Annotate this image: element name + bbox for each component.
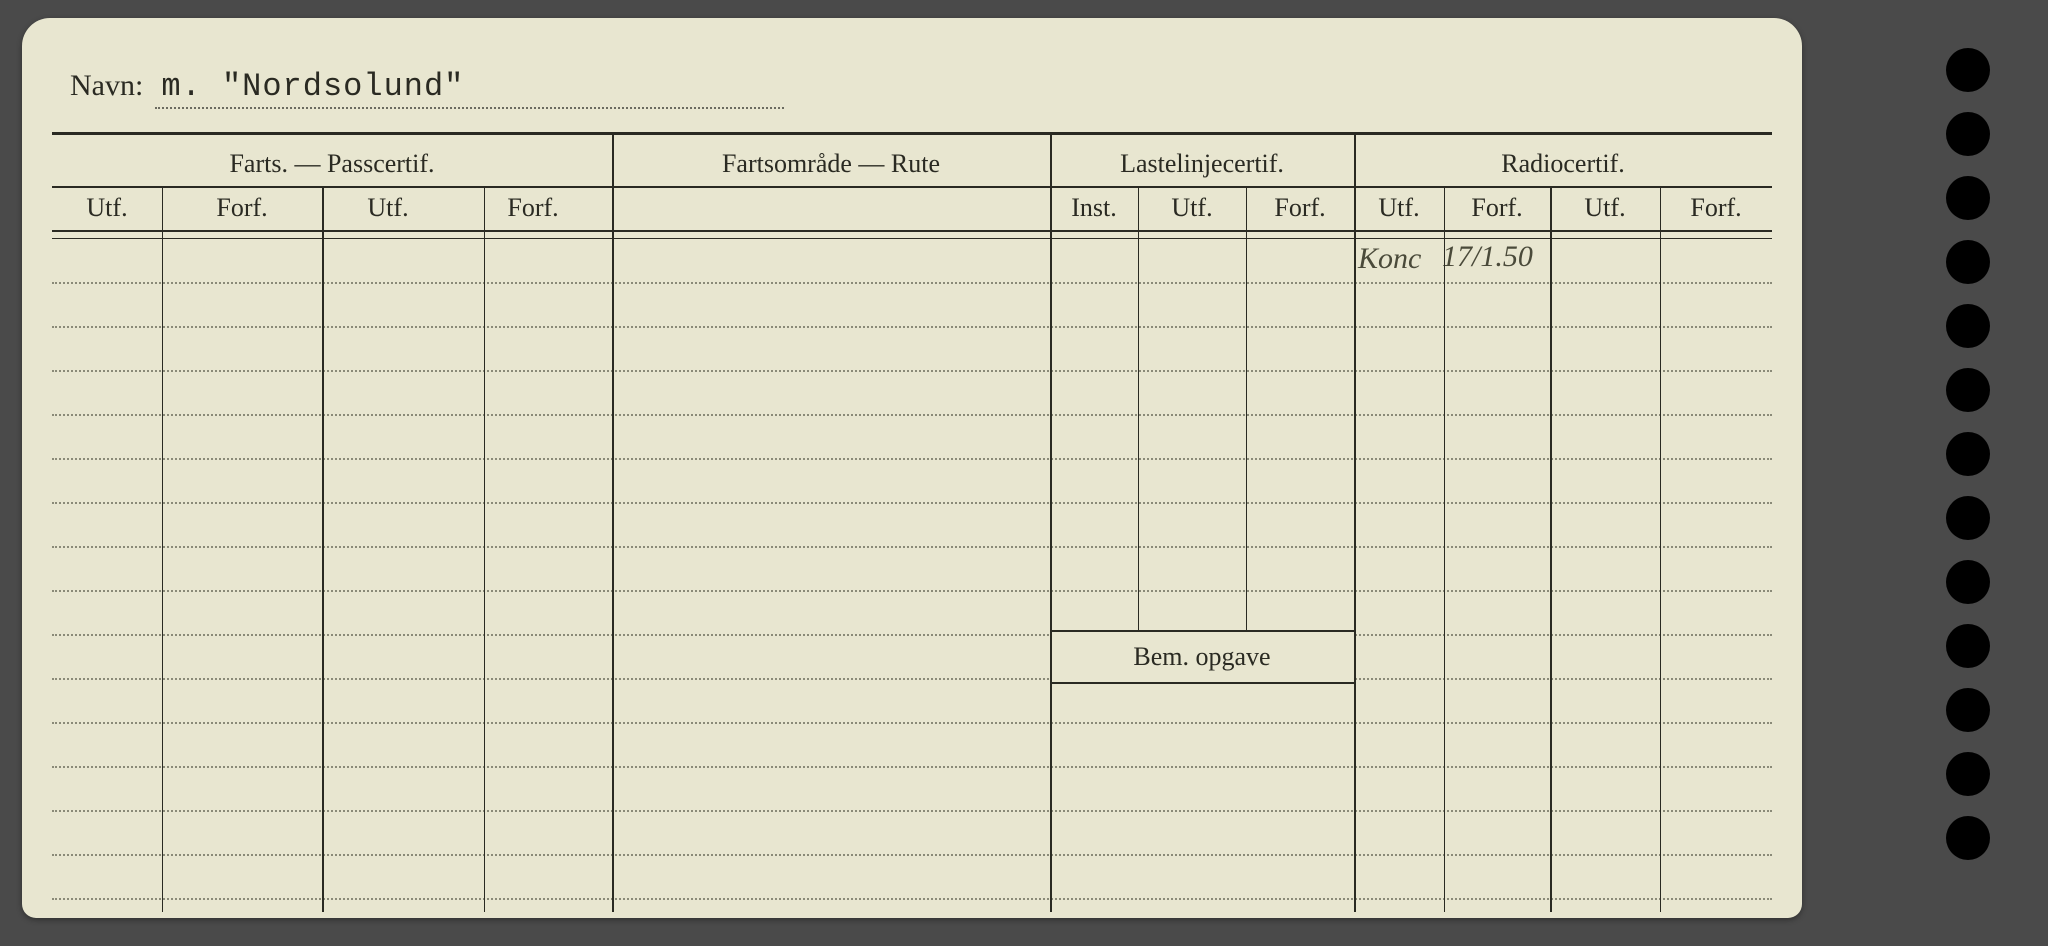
ledger-row [52, 636, 1772, 680]
ledger-row [52, 372, 1772, 416]
ledger-row [52, 328, 1772, 372]
hdr-forf: Forf. [1246, 186, 1354, 230]
binder-hole [1946, 48, 1990, 92]
hdr-farts-pass: Farts. — Passcertif. [52, 142, 612, 186]
hdr-forf: Forf. [162, 186, 322, 230]
hdr-utf: Utf. [52, 186, 162, 230]
binder-holes [1946, 48, 1990, 880]
handwriting-date: 17/1.50 [1442, 240, 1533, 274]
col-sep [322, 186, 324, 912]
ledger-row [52, 856, 1772, 900]
col-sep [1354, 132, 1356, 912]
ledger-row [52, 416, 1772, 460]
navn-label: Navn: [70, 69, 143, 103]
binder-hole [1946, 304, 1990, 348]
binder-hole [1946, 496, 1990, 540]
col-sep-thin [1246, 186, 1247, 630]
hdr-utf: Utf. [1550, 186, 1660, 230]
col-sep-thin [484, 186, 485, 912]
ledger-row [52, 284, 1772, 328]
binder-hole [1946, 368, 1990, 412]
binder-hole [1946, 816, 1990, 860]
hdr-forf: Forf. [1444, 186, 1550, 230]
bem-opgave-label: Bem. opgave [1050, 630, 1354, 684]
index-card: Navn: m. "Nordsolund" Farts. — Passcerti… [22, 18, 1802, 918]
ledger-row [52, 768, 1772, 812]
col-sep-thin [1138, 186, 1139, 630]
ledger-rows [52, 240, 1772, 900]
ledger-row [52, 592, 1772, 636]
ledger-row [52, 724, 1772, 768]
ledger-row [52, 812, 1772, 856]
navn-value: m. "Nordsolund" [155, 68, 784, 109]
hdr-lastelinje: Lastelinjecertif. [1050, 142, 1354, 186]
col-sep-thin [162, 186, 163, 912]
binder-hole [1946, 112, 1990, 156]
binder-hole [1946, 752, 1990, 796]
hdr-utf: Utf. [1354, 186, 1444, 230]
ledger-row [52, 460, 1772, 504]
binder-hole [1946, 240, 1990, 284]
hdr-radio: Radiocertif. [1354, 142, 1772, 186]
hdr-inst: Inst. [1050, 186, 1138, 230]
hdr-utf: Utf. [322, 186, 454, 230]
navn-row: Navn: m. "Nordsolund" [70, 68, 784, 109]
binder-hole [1946, 432, 1990, 476]
rule-top [52, 132, 1772, 135]
handwriting-konc: Konc [1358, 242, 1421, 276]
col-sep [612, 132, 614, 912]
rule-double [52, 230, 1772, 239]
ledger-row [52, 548, 1772, 592]
binder-hole [1946, 560, 1990, 604]
col-sep [1050, 132, 1052, 912]
hdr-forf: Forf. [1660, 186, 1772, 230]
hdr-utf: Utf. [1138, 186, 1246, 230]
hdr-fartsomrade: Fartsområde — Rute [612, 142, 1050, 186]
binder-hole [1946, 176, 1990, 220]
col-sep-thin [1444, 186, 1445, 912]
ledger-row [52, 680, 1772, 724]
ledger-row [52, 504, 1772, 548]
col-sep-thin [1660, 186, 1661, 912]
binder-hole [1946, 624, 1990, 668]
col-sep [1550, 186, 1552, 912]
hdr-forf: Forf. [454, 186, 612, 230]
binder-hole [1946, 688, 1990, 732]
